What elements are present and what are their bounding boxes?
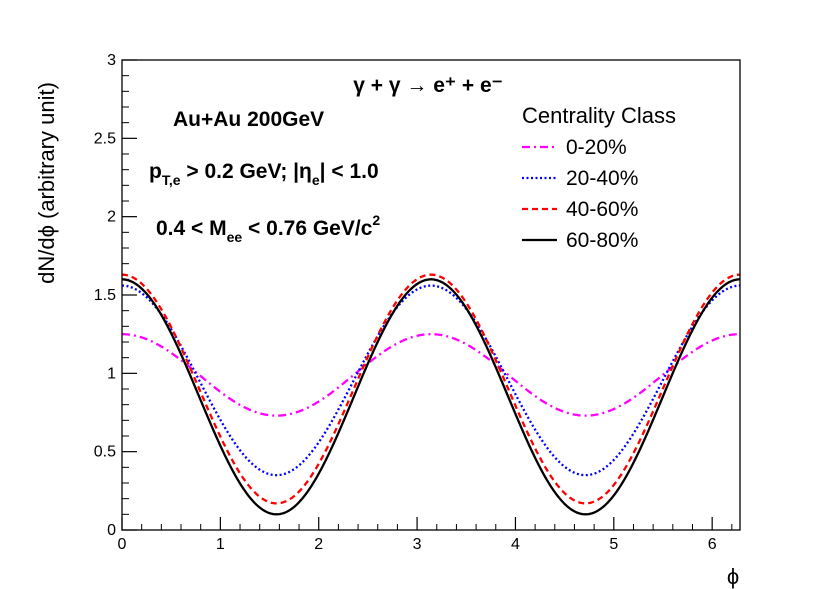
x-tick-label: 0 bbox=[118, 536, 127, 553]
x-tick-label: 5 bbox=[609, 536, 618, 553]
series-line-60-80% bbox=[121, 278, 741, 516]
annotation-system: Au+Au 200GeV bbox=[173, 108, 324, 131]
legend-label-0-20%: 0-20% bbox=[566, 136, 627, 159]
pt-sub: T,e bbox=[162, 172, 181, 188]
annotation-mass-cut: 0.4 < Mee < 0.76 GeV/c2 bbox=[156, 212, 380, 245]
x-tick-label: 4 bbox=[511, 536, 520, 553]
y-tick-label: 3 bbox=[107, 52, 116, 69]
series-line-20-40% bbox=[121, 284, 741, 477]
y-tick-label: 2.5 bbox=[94, 130, 116, 147]
annotation-pt-cut: pT,e > 0.2 GeV; |ηe| < 1.0 bbox=[149, 160, 379, 188]
x-tick-label: 1 bbox=[216, 536, 225, 553]
y-tick-label: 0 bbox=[107, 522, 116, 539]
series-line-0-20% bbox=[121, 333, 741, 417]
curves bbox=[121, 273, 741, 516]
y-tick-label: 1.5 bbox=[94, 287, 116, 304]
plot-frame bbox=[121, 59, 741, 531]
y-axis-title: dN/dϕ (arbitrary unit) bbox=[34, 82, 59, 284]
series-line-40-60% bbox=[121, 273, 741, 505]
mass-rest: < 0.76 GeV/c bbox=[242, 217, 372, 240]
mass-sup: 2 bbox=[372, 212, 380, 228]
y-tick-label: 2 bbox=[107, 209, 116, 226]
legend-title: Centrality Class bbox=[522, 103, 676, 128]
pt-rest: > 0.2 GeV; |η bbox=[181, 160, 312, 183]
eta-rest: | < 1.0 bbox=[320, 160, 379, 183]
x-tick-label: 3 bbox=[413, 536, 422, 553]
legend-label-40-60%: 40-60% bbox=[566, 198, 638, 221]
x-tick-label: 6 bbox=[708, 536, 717, 553]
annotation-reaction: γ + γ → e⁺ + e⁻ bbox=[353, 74, 502, 97]
mass-main: 0.4 < M bbox=[156, 217, 227, 240]
legend: Centrality Class 0-20% 20-40% 40-60% 60-80% bbox=[522, 103, 676, 252]
x-tick-label: 2 bbox=[314, 536, 323, 553]
y-tick-label: 0.5 bbox=[94, 444, 116, 461]
eta-sub: e bbox=[312, 172, 320, 188]
legend-label-20-40%: 20-40% bbox=[566, 167, 638, 190]
legend-label-60-80%: 60-80% bbox=[566, 229, 638, 252]
mass-sub: ee bbox=[227, 229, 243, 245]
y-tick-label: 1 bbox=[107, 365, 116, 382]
pt-main: p bbox=[149, 160, 162, 183]
x-axis-title: ϕ bbox=[727, 564, 739, 589]
